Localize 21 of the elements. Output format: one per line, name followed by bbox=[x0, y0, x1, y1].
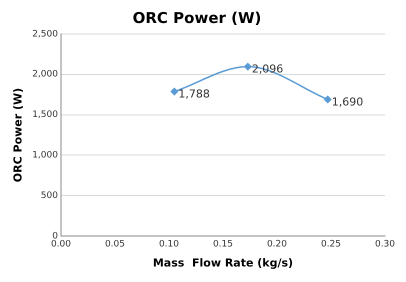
point bbox=[324, 96, 332, 104]
y-tick-label: 2,000 bbox=[32, 70, 58, 80]
x-tick-label: 0.20 bbox=[266, 240, 288, 250]
y-tick-label: 2,500 bbox=[32, 29, 58, 40]
chart-title: ORC Power (W) bbox=[132, 8, 262, 27]
x-tick-label: 0.10 bbox=[158, 240, 180, 250]
x-axis-title: Mass Flow Rate (kg/s) bbox=[152, 256, 294, 270]
y-tick-label: 500 bbox=[40, 190, 58, 201]
x-tick-label: 0.05 bbox=[104, 240, 125, 250]
x-tick-label: 0.00 bbox=[50, 240, 72, 250]
y-tick-label: 1,000 bbox=[32, 150, 58, 161]
y-tick-label: 1,500 bbox=[32, 110, 58, 120]
x-tick-label: 0.30 bbox=[374, 240, 396, 250]
y-axis-title: ORC Power (W) bbox=[11, 88, 24, 182]
x-tick-label: 0.25 bbox=[320, 240, 341, 250]
point bbox=[244, 62, 252, 70]
y-tick-label: 0 bbox=[52, 231, 58, 242]
x-tick-label: 0.15 bbox=[212, 240, 233, 250]
point bbox=[170, 88, 178, 96]
data-label: 1,788 bbox=[178, 87, 210, 100]
data-label: 1,690 bbox=[332, 95, 364, 108]
